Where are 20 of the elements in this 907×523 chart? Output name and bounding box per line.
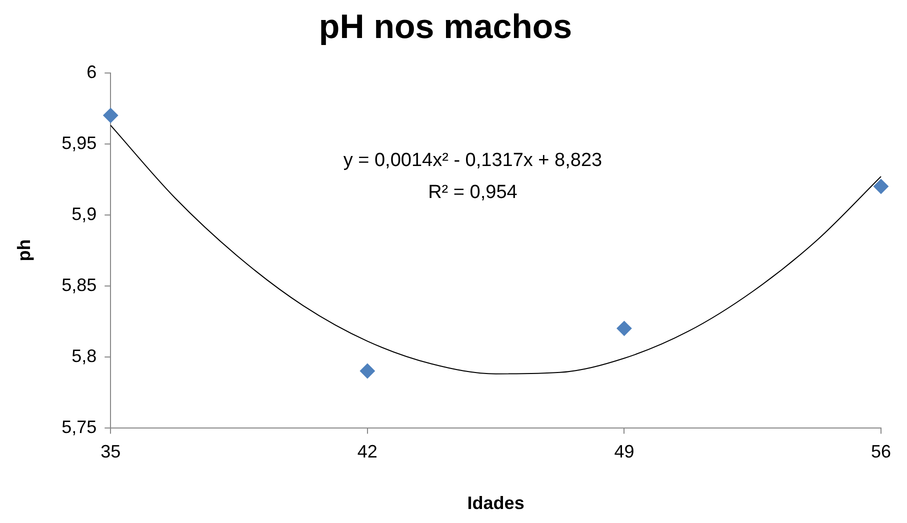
y-tick-label: 5,95 [62,132,97,153]
line-series [110,124,882,374]
y-tick-label: 5,9 [72,204,97,224]
y-tick-label: 5,85 [62,274,97,295]
point [103,108,118,123]
x-tick-label: 42 [357,442,378,462]
y-tick-label: 6 [86,62,97,82]
point [874,178,888,194]
chart-title: pH nos machos [318,8,572,46]
x-tick-label: 56 [870,442,892,462]
y-tick-label: 5,75 [62,416,97,437]
x-tick-label: 35 [100,442,121,462]
y-tick-label: 5,8 [72,346,97,366]
annotation: y = 0,0014x² - 0,1317x + 8,823 [343,150,602,172]
point [360,364,375,378]
point [616,320,632,336]
x-axis-title: Idades [467,493,524,514]
x-tick-label: 49 [614,442,634,462]
annotation: R² = 0,954 [428,182,518,204]
y-axis-title: ph [14,239,34,262]
